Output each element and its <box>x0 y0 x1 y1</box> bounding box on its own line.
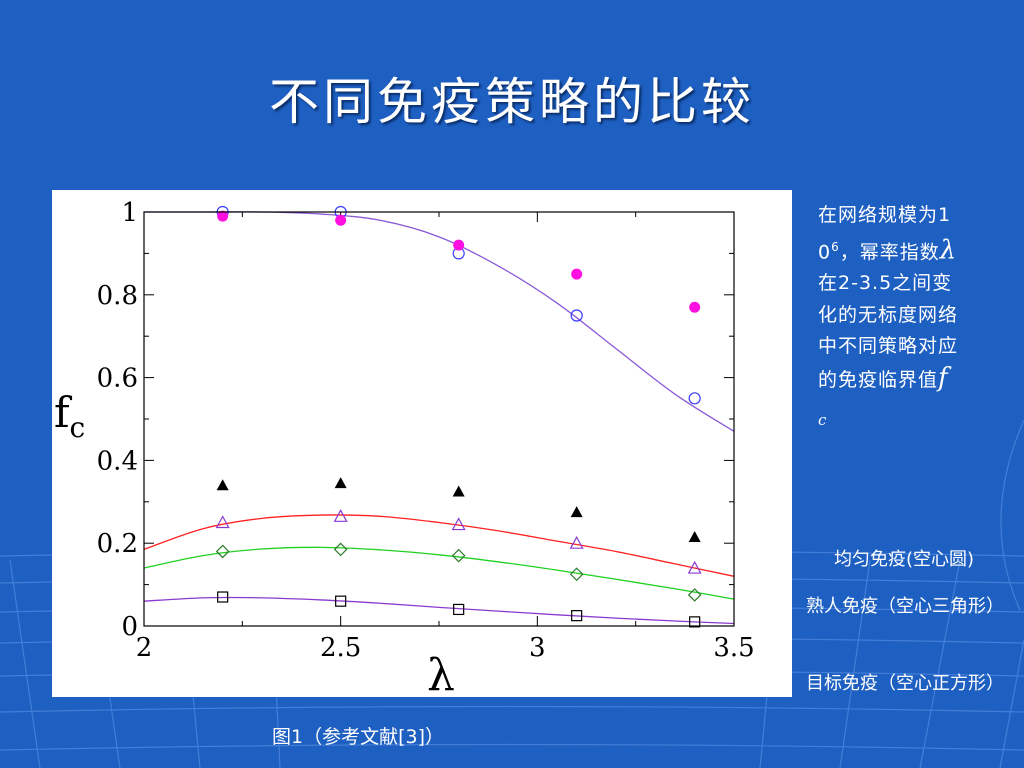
open-diamond-point <box>687 588 702 602</box>
filled-triangle-point <box>216 479 229 491</box>
open-triangle-point <box>569 535 584 549</box>
plot-frame <box>143 211 735 627</box>
open-square-point <box>335 595 347 607</box>
x-tick-label: 2.5 <box>320 633 361 663</box>
open-triangle-point <box>333 509 348 522</box>
description-part-1: 在网络规模为10 <box>818 204 952 263</box>
lambda-symbol: λ <box>939 234 958 265</box>
fc-symbol: fc <box>818 362 949 430</box>
filled-circle-point <box>453 239 465 251</box>
open-circle-point <box>688 392 701 405</box>
open-diamond-point <box>451 548 466 563</box>
open-triangle-point <box>687 560 702 574</box>
open-diamond-point <box>215 544 230 559</box>
fit-curve <box>143 211 735 432</box>
open-square-point <box>217 591 229 603</box>
description-part-2: ，幂率指数 <box>839 240 940 263</box>
x-tick-label: 3.5 <box>713 633 754 663</box>
fit-curve <box>143 596 735 625</box>
open-circle-point <box>570 309 583 322</box>
description-part-3: 在2-3.5之间变化的无标度网络中不同策略对应的免疫临界值 <box>818 272 959 391</box>
open-diamond-point <box>333 542 348 557</box>
legend-targeted-immunization: 目标免疫（空心正方形） <box>806 673 1004 694</box>
filled-triangle-point <box>334 477 347 489</box>
x-tick-label: 3 <box>529 633 546 663</box>
x-tick-label: 2 <box>136 633 153 663</box>
filled-triangle-point <box>688 530 701 542</box>
open-square-point <box>571 610 583 622</box>
y-axis-label-sub: c <box>70 411 86 444</box>
slide-title: 不同免疫策略的比较 <box>269 73 755 131</box>
fc-symbol-sub: c <box>818 411 828 430</box>
open-triangle-point <box>215 515 230 529</box>
filled-circle-point <box>335 214 347 226</box>
y-axis-label-main: f <box>54 388 73 437</box>
y-tick-label: 0.6 <box>97 364 138 394</box>
y-tick-label: 0.4 <box>97 446 138 476</box>
y-tick-label: 0 <box>121 612 138 642</box>
y-tick-label: 0.8 <box>97 281 138 311</box>
y-axis-label: fc <box>54 388 85 444</box>
fit-curve <box>143 546 735 600</box>
filled-circle-point <box>571 268 583 280</box>
fc-symbol-main: f <box>938 362 949 393</box>
chart-panel: 2 2.5 3 3.5 0 0.2 0.4 0.6 0.8 1 λ fc <box>52 190 792 697</box>
y-tick-label: 1 <box>121 198 138 228</box>
figure-caption: 图1（参考文献[3]） <box>272 726 445 748</box>
filled-circle-point <box>217 210 229 222</box>
open-square-point <box>453 603 465 616</box>
filled-circle-point <box>689 301 701 313</box>
description-text: 在网络规模为106，幂率指数λ 在2-3.5之间变化的无标度网络中不同策略对应的… <box>818 200 958 437</box>
fit-curve <box>143 514 735 577</box>
legend-uniform-immunization: 均匀免疫(空心圆) <box>833 549 975 570</box>
open-square-point <box>689 616 701 628</box>
open-diamond-point <box>569 567 584 582</box>
fc-vs-lambda-chart: 2 2.5 3 3.5 0 0.2 0.4 0.6 0.8 1 λ fc <box>54 198 755 697</box>
open-triangle-point <box>451 517 466 531</box>
filled-triangle-point <box>452 485 465 497</box>
filled-triangle-point <box>570 506 583 518</box>
x-axis-label: λ <box>427 650 455 697</box>
exponent-6: 6 <box>831 239 840 254</box>
y-tick-label: 0.2 <box>97 529 138 559</box>
legend-acquaintance-immunization: 熟人免疫（空心三角形） <box>806 596 1004 617</box>
